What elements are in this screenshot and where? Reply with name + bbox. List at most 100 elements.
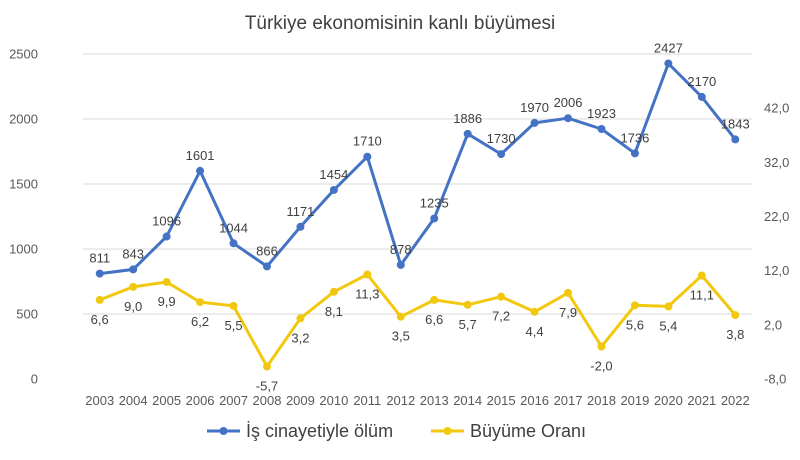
data-label: 6,6 bbox=[91, 312, 109, 327]
data-label: 1886 bbox=[453, 111, 482, 126]
x-axis-tick-label: 2021 bbox=[687, 393, 716, 408]
data-point bbox=[530, 118, 539, 127]
data-point bbox=[564, 114, 573, 123]
data-point bbox=[530, 307, 539, 316]
data-label: 9,0 bbox=[124, 299, 142, 314]
data-point bbox=[229, 301, 238, 310]
data-point bbox=[430, 295, 439, 304]
x-axis-tick-label: 2020 bbox=[654, 393, 683, 408]
data-point bbox=[329, 287, 338, 296]
x-axis-tick-label: 2005 bbox=[152, 393, 181, 408]
series bbox=[95, 59, 740, 371]
data-label: 2006 bbox=[554, 95, 583, 110]
data-point bbox=[329, 185, 338, 194]
x-axis-tick-label: 2014 bbox=[453, 393, 482, 408]
right-axis-tick-label: 42,0 bbox=[764, 101, 789, 116]
data-point bbox=[664, 59, 673, 68]
data-label: 3,2 bbox=[291, 330, 309, 345]
data-point bbox=[162, 278, 171, 287]
right-axis-tick-label: 32,0 bbox=[764, 155, 789, 170]
data-point bbox=[262, 262, 271, 271]
x-axis-tick-label: 2007 bbox=[219, 393, 248, 408]
x-axis-tick-label: 2006 bbox=[186, 393, 215, 408]
legend-swatch-marker-1 bbox=[219, 427, 228, 435]
data-label: 1710 bbox=[353, 134, 382, 149]
data-point bbox=[363, 152, 372, 161]
series-line-2 bbox=[99, 273, 737, 368]
data-point bbox=[497, 292, 506, 301]
data-label: 878 bbox=[390, 242, 412, 257]
data-label: 2427 bbox=[654, 40, 683, 55]
data-label: 6,2 bbox=[191, 314, 209, 329]
x-axis-tick-label: 2010 bbox=[319, 393, 348, 408]
series-2 bbox=[95, 270, 740, 371]
data-label: 3,8 bbox=[726, 327, 744, 342]
x-axis-tick-label: 2011 bbox=[353, 393, 381, 408]
left-axis-tick-label: 1500 bbox=[9, 177, 38, 192]
data-point bbox=[162, 232, 171, 241]
data-point bbox=[396, 260, 405, 269]
data-point bbox=[564, 288, 573, 297]
data-point bbox=[664, 302, 673, 311]
data-point bbox=[697, 271, 706, 280]
data-label: 3,5 bbox=[392, 329, 410, 344]
data-label: 8,1 bbox=[325, 304, 343, 319]
data-point bbox=[463, 300, 472, 309]
data-label: 1096 bbox=[152, 214, 181, 229]
data-label: 5,6 bbox=[626, 317, 644, 332]
left-axis-tick-label: 500 bbox=[16, 307, 38, 322]
right-axis-tick-label: 22,0 bbox=[764, 209, 789, 224]
legend-label-1: İş cinayetiyle ölüm bbox=[246, 421, 393, 441]
data-label: 9,9 bbox=[158, 294, 176, 309]
data-point bbox=[95, 295, 104, 304]
x-axis-tick-label: 2009 bbox=[286, 393, 315, 408]
right-axis-tick-label: 12,0 bbox=[764, 263, 789, 278]
left-axis-tick-label: 2000 bbox=[9, 112, 38, 127]
data-point bbox=[129, 282, 138, 291]
data-point bbox=[731, 311, 740, 320]
data-point bbox=[229, 239, 238, 248]
data-point bbox=[630, 301, 639, 310]
data-point bbox=[396, 312, 405, 321]
data-label: 5,7 bbox=[459, 317, 477, 332]
data-label: 4,4 bbox=[526, 324, 544, 339]
data-point bbox=[463, 129, 472, 138]
left-axis-tick-label: 1000 bbox=[9, 242, 38, 257]
x-axis-tick-label: 2003 bbox=[85, 393, 114, 408]
data-label: 5,4 bbox=[659, 318, 677, 333]
series-1 bbox=[95, 59, 740, 278]
data-point bbox=[129, 265, 138, 274]
legend: İş cinayetiyle ölüm Büyüme Oranı bbox=[207, 421, 586, 441]
legend-swatch-marker-2 bbox=[443, 427, 452, 435]
right-axis-tick-label: 2,0 bbox=[764, 317, 782, 332]
x-axis-tick-label: 2017 bbox=[554, 393, 583, 408]
data-point bbox=[731, 135, 740, 144]
gridlines bbox=[83, 53, 752, 315]
x-axis-tick-label: 2012 bbox=[386, 393, 415, 408]
data-point bbox=[597, 342, 606, 351]
right-axis-tick-label: -8,0 bbox=[764, 372, 786, 387]
data-label: -5,7 bbox=[256, 379, 278, 394]
data-label: 1923 bbox=[587, 106, 616, 121]
data-label: 1171 bbox=[286, 204, 314, 219]
x-axis-tick-label: 2013 bbox=[420, 393, 449, 408]
data-point bbox=[363, 270, 372, 279]
data-point bbox=[296, 222, 305, 231]
x-axis-tick-label: 2016 bbox=[520, 393, 549, 408]
legend-label-2: Büyüme Oranı bbox=[470, 421, 586, 441]
data-label: 7,9 bbox=[559, 305, 577, 320]
data-point bbox=[196, 298, 205, 307]
x-axis-tick-label: 2022 bbox=[721, 393, 750, 408]
data-point bbox=[262, 362, 271, 371]
data-labels: 811 843 1096 1601 1044 866 1171 1454 1710 878 1235… bbox=[89, 40, 749, 393]
data-point bbox=[95, 269, 104, 278]
data-point bbox=[597, 125, 606, 134]
data-point bbox=[196, 166, 205, 175]
data-label: 843 bbox=[122, 246, 144, 261]
x-axis-tick-label: 2018 bbox=[587, 393, 616, 408]
data-point bbox=[430, 214, 439, 223]
data-label: 1970 bbox=[520, 100, 549, 115]
data-label: 1843 bbox=[721, 116, 750, 131]
data-point bbox=[697, 92, 706, 101]
